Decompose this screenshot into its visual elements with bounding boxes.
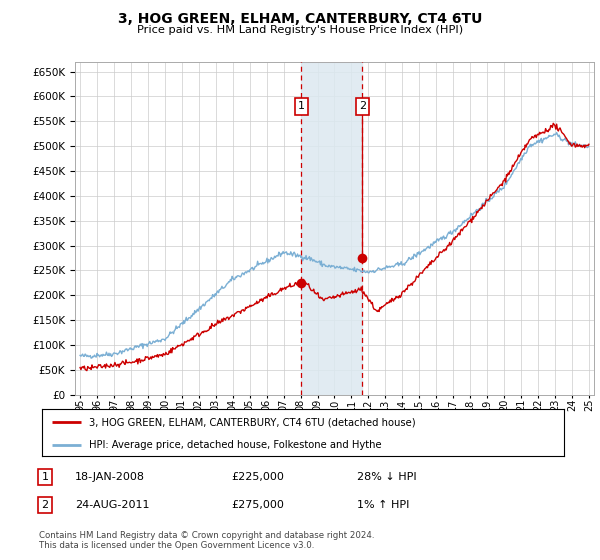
Text: 3, HOG GREEN, ELHAM, CANTERBURY, CT4 6TU (detached house): 3, HOG GREEN, ELHAM, CANTERBURY, CT4 6TU…: [89, 417, 416, 427]
Text: Price paid vs. HM Land Registry's House Price Index (HPI): Price paid vs. HM Land Registry's House …: [137, 25, 463, 35]
Text: 24-AUG-2011: 24-AUG-2011: [75, 500, 149, 510]
Text: 18-JAN-2008: 18-JAN-2008: [75, 472, 145, 482]
Text: HPI: Average price, detached house, Folkestone and Hythe: HPI: Average price, detached house, Folk…: [89, 440, 382, 450]
Text: 1: 1: [298, 101, 305, 111]
Text: £275,000: £275,000: [231, 500, 284, 510]
Text: 1: 1: [41, 472, 49, 482]
Text: 1% ↑ HPI: 1% ↑ HPI: [357, 500, 409, 510]
Text: 2: 2: [359, 101, 366, 111]
Text: 3, HOG GREEN, ELHAM, CANTERBURY, CT4 6TU: 3, HOG GREEN, ELHAM, CANTERBURY, CT4 6TU: [118, 12, 482, 26]
Text: £225,000: £225,000: [231, 472, 284, 482]
Text: 2: 2: [41, 500, 49, 510]
Bar: [301, 62, 362, 395]
Text: 28% ↓ HPI: 28% ↓ HPI: [357, 472, 416, 482]
Text: Contains HM Land Registry data © Crown copyright and database right 2024.
This d: Contains HM Land Registry data © Crown c…: [39, 531, 374, 550]
